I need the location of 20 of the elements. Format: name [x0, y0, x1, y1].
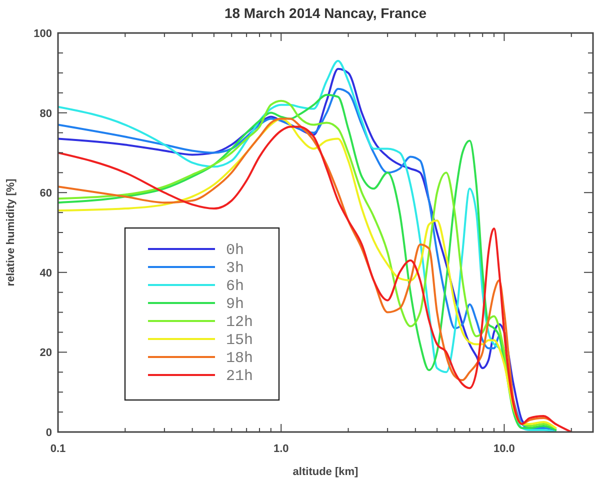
y-axis-title: relative humidity [%]	[5, 178, 17, 286]
chart-title: 18 March 2014 Nancay, France	[224, 5, 427, 21]
legend-label: 0h	[226, 242, 244, 259]
legend-label: 18h	[226, 350, 254, 367]
legend-label: 15h	[226, 332, 254, 349]
x-tick-label: 1.0	[273, 443, 289, 455]
legend-label: 21h	[226, 368, 254, 385]
x-axis-title: altitude [km]	[292, 466, 359, 478]
x-tick-label: 0.1	[50, 443, 66, 455]
legend-label: 9h	[226, 296, 244, 313]
y-tick-label: 40	[40, 267, 52, 280]
legend-label: 3h	[226, 260, 244, 277]
legend-label: 6h	[226, 278, 244, 295]
y-tick-label: 80	[40, 108, 52, 120]
y-tick-label: 20	[40, 347, 52, 360]
legend-label: 12h	[226, 314, 254, 331]
y-tick-label: 100	[34, 28, 52, 40]
y-tick-label: 0	[46, 427, 52, 439]
y-tick-label: 60	[40, 188, 52, 200]
x-tick-label: 10.0	[494, 443, 515, 455]
